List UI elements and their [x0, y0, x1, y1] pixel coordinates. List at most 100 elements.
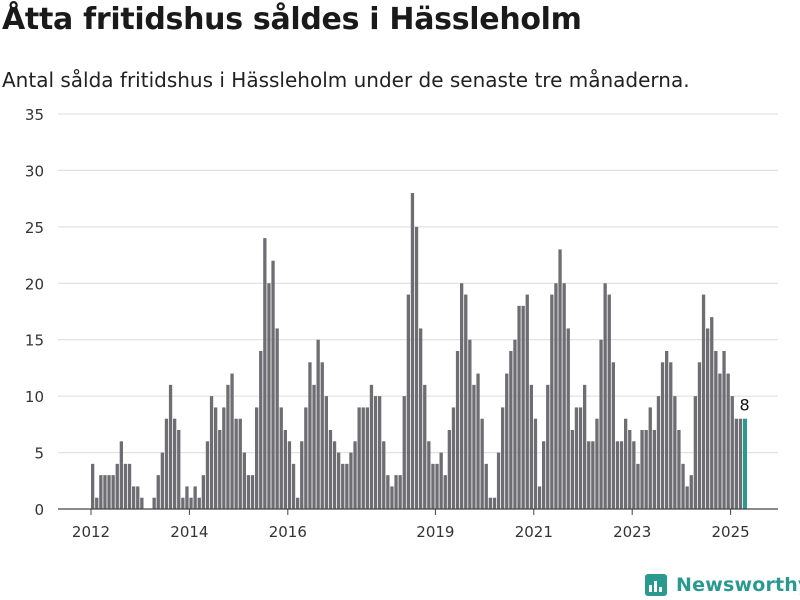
bar [386, 475, 390, 509]
bar [710, 317, 714, 509]
bar [394, 475, 398, 509]
bar [517, 305, 521, 509]
bar [234, 418, 238, 509]
x-tick-label: 2025 [712, 523, 750, 541]
bar [123, 463, 128, 509]
bar [677, 430, 681, 509]
bar [271, 260, 275, 509]
bar [599, 339, 603, 509]
y-tick-label: 15 [25, 332, 44, 350]
bar [304, 407, 308, 509]
bar [566, 328, 570, 509]
bar [398, 475, 402, 509]
bar [107, 475, 111, 509]
bar [570, 430, 574, 509]
y-tick-label: 10 [25, 388, 44, 406]
bar [521, 305, 525, 509]
bar [324, 396, 328, 509]
bar [373, 396, 378, 509]
bar [665, 351, 669, 509]
data-label: 8 [739, 396, 749, 415]
bar [644, 430, 648, 509]
x-tick-label: 2021 [515, 523, 553, 541]
y-tick-label: 5 [34, 445, 44, 463]
bar [316, 339, 320, 509]
bar [484, 463, 488, 509]
bar [558, 249, 562, 509]
bar [587, 441, 591, 509]
bar [455, 351, 460, 509]
newsworthy-logo-icon [645, 574, 667, 596]
bar [185, 486, 189, 509]
bar [115, 463, 119, 509]
bar [242, 452, 246, 509]
bar [656, 396, 661, 509]
chart-title: Åtta fritidshus såldes i Hässleholm [2, 2, 582, 37]
bar [263, 238, 267, 509]
bar [168, 384, 173, 509]
bar [300, 441, 304, 509]
bar [419, 328, 423, 509]
bar [505, 373, 509, 509]
brand-logo: Newsworthy [645, 571, 800, 599]
bar [345, 463, 349, 509]
bar [734, 418, 738, 509]
bar [312, 384, 316, 509]
bar [431, 463, 435, 509]
bar [414, 226, 419, 509]
bar [628, 430, 632, 509]
bar [562, 283, 566, 509]
bar [509, 351, 513, 509]
bar [529, 384, 533, 509]
bar [160, 452, 164, 509]
bar [578, 407, 583, 509]
bar [607, 294, 611, 509]
bar [390, 486, 394, 509]
bar [341, 463, 345, 509]
bar [255, 407, 259, 509]
bar [205, 441, 210, 509]
bar [537, 486, 542, 509]
bar [464, 294, 468, 509]
bar [189, 497, 193, 509]
bar [238, 418, 242, 509]
bar [181, 497, 185, 509]
bar [250, 475, 255, 509]
bar [726, 373, 730, 509]
bar [636, 463, 640, 509]
bar [669, 362, 673, 509]
bar [119, 441, 123, 509]
bar [439, 452, 443, 509]
bar [382, 441, 386, 509]
bar [378, 396, 382, 509]
bar [624, 418, 628, 509]
bar [222, 407, 226, 509]
bar [673, 396, 677, 509]
brand-name: Newsworthy [676, 574, 800, 596]
bar [152, 497, 156, 509]
bar [611, 362, 615, 509]
bar [296, 497, 300, 509]
bar [132, 486, 136, 509]
bar [697, 362, 702, 509]
bar [406, 294, 410, 509]
bar [533, 418, 538, 509]
highlight-bar [742, 418, 747, 509]
bar [722, 351, 726, 509]
x-tick-label: 2019 [416, 523, 454, 541]
bar [550, 294, 554, 509]
bar [595, 418, 599, 509]
bar [332, 441, 337, 509]
bar [738, 418, 743, 509]
bar [308, 362, 312, 509]
bar [103, 475, 107, 509]
bar [619, 441, 624, 509]
bar [513, 339, 517, 509]
bar [369, 384, 374, 509]
bar [718, 373, 722, 509]
bar [218, 430, 222, 509]
bar [361, 407, 365, 509]
bar [259, 351, 263, 509]
bar [468, 339, 472, 509]
